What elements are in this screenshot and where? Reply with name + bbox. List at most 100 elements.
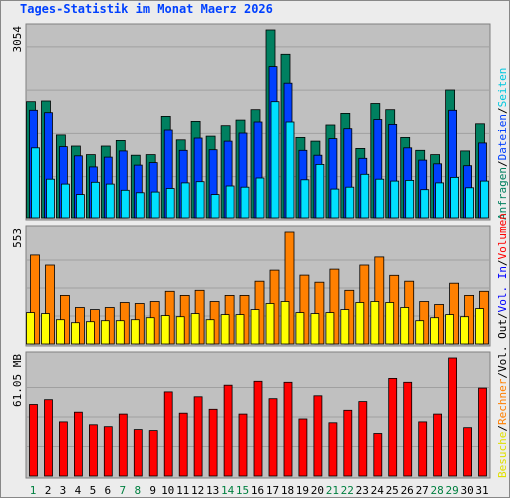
bar-besuche-25: [385, 302, 395, 345]
day-label-20: 20: [311, 484, 324, 497]
day-label-4: 4: [75, 484, 82, 497]
bar-volumen-18: [283, 381, 293, 477]
day-label-17: 17: [266, 484, 279, 497]
bar-seiten-15: [240, 186, 250, 219]
bar-volumen-9: [148, 430, 158, 477]
bar-rechner-20: [314, 281, 325, 345]
bar-besuche-11: [175, 316, 185, 345]
bar-besuche-12: [190, 313, 200, 345]
day-label-31: 31: [475, 484, 488, 497]
bar-seiten-29: [450, 176, 460, 219]
bar-volumen-14: [223, 384, 233, 477]
legend-bottom-item: /: [496, 259, 509, 266]
day-label-19: 19: [296, 484, 309, 497]
day-label-11: 11: [176, 484, 189, 497]
day-label-13: 13: [206, 484, 219, 497]
bar-besuche-24: [370, 301, 380, 345]
bar-volumen-29: [448, 357, 458, 477]
bar-seiten-27: [420, 189, 430, 219]
bar-seiten-25: [390, 180, 400, 219]
bar-besuche-15: [235, 314, 245, 345]
bar-seiten-2: [46, 178, 55, 219]
bar-seiten-3: [61, 183, 70, 219]
day-label-29: 29: [445, 484, 458, 497]
bar-seiten-31: [480, 180, 489, 219]
day-label-26: 26: [401, 484, 414, 497]
bar-rechner-19: [299, 274, 310, 345]
bar-besuche-31: [475, 308, 484, 345]
bar-besuche-20: [310, 313, 320, 345]
bar-volumen-16: [253, 380, 263, 477]
bar-volumen-11: [178, 412, 188, 477]
bar-seiten-8: [135, 192, 145, 219]
bar-besuche-23: [355, 302, 365, 345]
legend-top-item: Anfragen: [496, 167, 509, 220]
bar-volumen-15: [238, 413, 248, 477]
bar-seiten-11: [180, 182, 190, 219]
day-label-6: 6: [104, 484, 111, 497]
bar-rechner-2: [45, 264, 55, 345]
panel-1-max-label: 3054: [11, 26, 24, 53]
bar-besuche-4: [71, 322, 80, 345]
day-label-27: 27: [416, 484, 429, 497]
bar-besuche-30: [460, 316, 470, 345]
bar-besuche-21: [325, 312, 335, 345]
bar-volumen-26: [403, 381, 413, 477]
bar-volumen-7: [118, 413, 128, 477]
bar-rechner-21: [329, 268, 340, 345]
bar-seiten-9: [150, 191, 160, 219]
bar-seiten-16: [255, 177, 265, 219]
bar-volumen-19: [298, 418, 308, 477]
bar-rechner-18: [284, 231, 295, 345]
legend-top-item: Seiten: [496, 68, 509, 108]
bar-besuche-1: [26, 312, 35, 345]
bar-seiten-20: [315, 163, 325, 219]
bar-besuche-29: [445, 314, 455, 345]
bar-seiten-21: [330, 188, 340, 219]
bar-seiten-28: [435, 182, 445, 219]
bar-seiten-22: [345, 186, 355, 219]
bar-seiten-5: [91, 181, 100, 219]
bar-rechner-29: [449, 282, 460, 345]
bar-volumen-4: [74, 411, 83, 477]
bar-besuche-14: [220, 314, 230, 345]
bar-besuche-26: [400, 307, 410, 345]
bar-volumen-17: [268, 398, 278, 477]
bar-volumen-21: [328, 422, 338, 477]
bar-seiten-17: [270, 101, 280, 219]
bar-seiten-26: [405, 179, 415, 219]
day-label-14: 14: [221, 484, 235, 497]
bar-volumen-12: [193, 396, 203, 477]
legend-bottom: Besuche/Rechner/Vol. Out/Vol. In/Volumen: [496, 213, 509, 478]
bar-besuche-10: [160, 315, 170, 345]
legend-bottom-item: Rechner: [496, 378, 509, 425]
bar-seiten-18: [285, 121, 295, 219]
bar-seiten-30: [465, 187, 475, 219]
legend-top-item: /: [496, 107, 509, 114]
legend-top: Anfragen/Dateien/Seiten: [496, 68, 509, 220]
day-label-21: 21: [326, 484, 339, 497]
day-label-18: 18: [281, 484, 294, 497]
bar-besuche-28: [430, 317, 440, 345]
bar-rechner-1: [30, 254, 40, 345]
bar-volumen-23: [358, 401, 368, 477]
day-label-30: 30: [460, 484, 473, 497]
day-label-2: 2: [45, 484, 52, 497]
legend-bottom-item: /: [496, 425, 509, 432]
legend-bottom-item: /: [496, 372, 509, 379]
bar-seiten-24: [375, 178, 385, 219]
day-label-22: 22: [341, 484, 354, 497]
legend-bottom-item: Besuche: [496, 432, 509, 478]
bar-seiten-10: [165, 188, 175, 219]
bar-besuche-27: [415, 320, 425, 345]
bar-volumen-13: [208, 408, 218, 477]
bar-volumen-1: [29, 404, 38, 477]
bar-besuche-9: [145, 317, 155, 345]
bar-besuche-22: [340, 309, 350, 345]
bar-volumen-20: [313, 395, 323, 477]
panel-3-max-label: 61.05 MB: [11, 354, 24, 407]
bar-volumen-3: [59, 421, 68, 477]
bar-volumen-27: [418, 421, 428, 477]
bar-besuche-18: [280, 301, 290, 345]
